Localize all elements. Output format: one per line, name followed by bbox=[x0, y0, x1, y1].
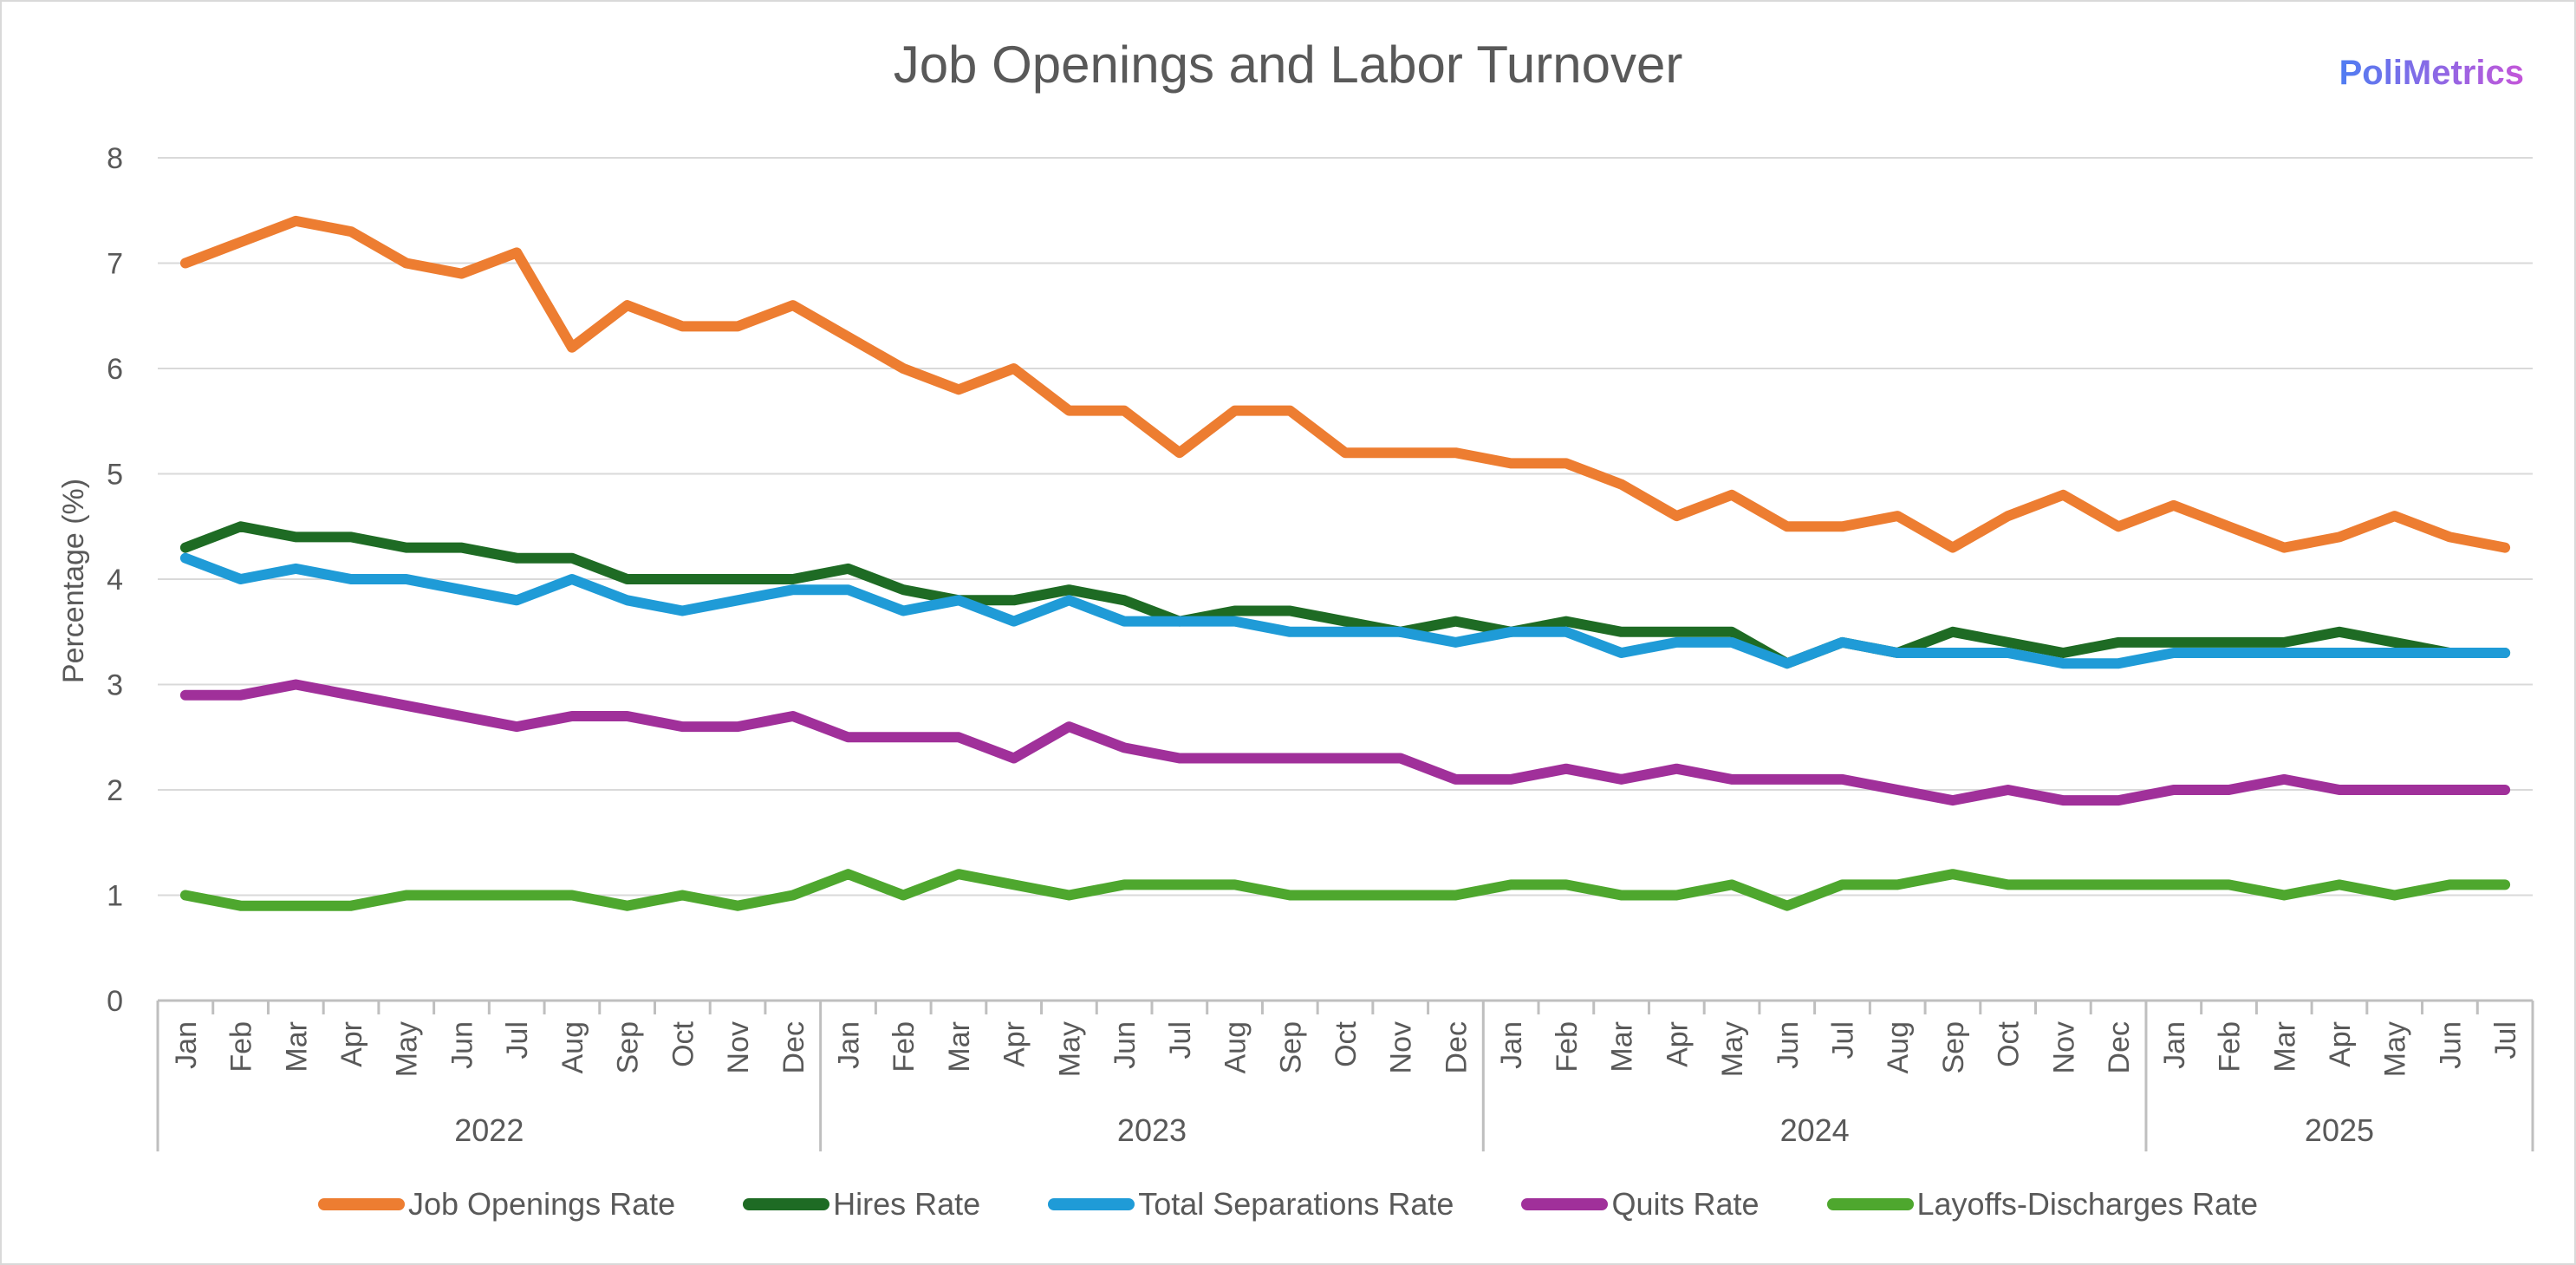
chart-title: Job Openings and Labor Turnover bbox=[893, 36, 1683, 94]
x-tick-label: May bbox=[1716, 1021, 1749, 1077]
x-tick-label: Mar bbox=[2268, 1021, 2301, 1073]
x-tick-label: Dec bbox=[1440, 1021, 1473, 1073]
y-tick-label: 4 bbox=[107, 564, 123, 597]
legend: Job Openings Rate Hires Rate Total Separat… bbox=[0, 1186, 2576, 1223]
x-tick-label: Jun bbox=[1109, 1021, 1142, 1069]
x-tick-label: Apr bbox=[335, 1021, 368, 1067]
x-tick-label: Dec bbox=[2103, 1021, 2136, 1073]
x-tick-label: May bbox=[1053, 1021, 1086, 1077]
x-tick-label: Sep bbox=[612, 1021, 645, 1074]
y-tick-label: 6 bbox=[107, 353, 123, 386]
x-tick-label: Mar bbox=[1606, 1021, 1639, 1073]
series-lines bbox=[179, 215, 2511, 911]
legend-item: Total Separations Rate bbox=[1048, 1186, 1454, 1223]
brand-logo: PoliMetrics bbox=[2339, 54, 2524, 92]
legend-swatch bbox=[743, 1198, 830, 1210]
x-tick-label: Jul bbox=[2489, 1021, 2522, 1059]
x-tick-label: Oct bbox=[667, 1020, 699, 1066]
legend-label: Total Separations Rate bbox=[1138, 1186, 1454, 1222]
y-axis-title: Percentage (%) bbox=[57, 479, 90, 683]
x-tick-label: Aug bbox=[556, 1021, 589, 1074]
x-tick-label: Jan bbox=[2158, 1021, 2191, 1069]
y-tick-label: 0 bbox=[107, 985, 123, 1018]
x-tick-label: May bbox=[2379, 1021, 2412, 1077]
x-tick-label: Mar bbox=[943, 1021, 976, 1073]
x-tick-label: Oct bbox=[1993, 1020, 2026, 1066]
x-tick-label: Aug bbox=[1220, 1021, 1252, 1074]
y-tick-label: 3 bbox=[107, 669, 123, 702]
year-label: 2023 bbox=[1117, 1112, 1187, 1148]
x-tick-label: Feb bbox=[888, 1021, 920, 1073]
x-tick-label: Jun bbox=[1772, 1021, 1805, 1069]
legend-label: Hires Rate bbox=[833, 1186, 981, 1222]
series-line-total-separations-rate bbox=[179, 552, 2511, 669]
legend-label: Quits Rate bbox=[1611, 1186, 1760, 1222]
x-tick-label: Sep bbox=[1937, 1021, 1970, 1074]
year-label: 2024 bbox=[1780, 1112, 1850, 1148]
x-tick-label: Jun bbox=[2434, 1021, 2467, 1069]
x-tick-label: Nov bbox=[1385, 1021, 1418, 1073]
legend-item: Layoffs-Discharges Rate bbox=[1826, 1186, 2259, 1223]
y-tick-label: 2 bbox=[107, 774, 123, 807]
x-tick-label: Jun bbox=[446, 1021, 478, 1069]
series-line-quits-rate bbox=[179, 679, 2511, 806]
legend-label: Job Openings Rate bbox=[407, 1186, 676, 1222]
gridlines bbox=[158, 157, 2533, 897]
year-label: 2022 bbox=[454, 1112, 524, 1148]
legend-item: Hires Rate bbox=[743, 1186, 980, 1223]
x-tick-label: Aug bbox=[1882, 1021, 1915, 1074]
x-tick-label: Nov bbox=[2047, 1021, 2080, 1073]
legend-item: Job Openings Rate bbox=[317, 1186, 676, 1223]
x-tick-label: Apr bbox=[2324, 1021, 2357, 1067]
x-tick-label: Jan bbox=[833, 1021, 866, 1069]
series-line-job-openings-rate bbox=[179, 215, 2511, 553]
x-tick-label: Feb bbox=[225, 1021, 258, 1073]
x-tick-label: Jul bbox=[501, 1021, 534, 1059]
axes: 0 1 2 3 4 5 6 7 8 Jan Feb Mar Apr May Jun Jul Aug Sep Oct N… bbox=[107, 142, 2534, 1151]
legend-item: Quits Rate bbox=[1521, 1186, 1760, 1223]
x-tick-label: Sep bbox=[1274, 1021, 1307, 1074]
legend-swatch bbox=[317, 1198, 405, 1210]
y-tick-label: 1 bbox=[107, 880, 123, 913]
series-line-hires-rate bbox=[179, 521, 2511, 669]
x-tick-label: Nov bbox=[722, 1021, 755, 1073]
legend-swatch bbox=[1826, 1198, 1914, 1210]
y-tick-label: 7 bbox=[107, 248, 123, 281]
x-tick-label: Jan bbox=[1495, 1021, 1528, 1069]
x-tick-label: Apr bbox=[1661, 1021, 1694, 1067]
legend-swatch bbox=[1521, 1198, 1609, 1210]
x-tick-label: Apr bbox=[999, 1021, 1031, 1067]
x-tick-label: Dec bbox=[777, 1021, 810, 1073]
x-tick-label: Mar bbox=[280, 1021, 313, 1073]
legend-label: Layoffs-Discharges Rate bbox=[1916, 1186, 2259, 1222]
x-tick-label: Jul bbox=[1164, 1021, 1197, 1059]
x-tick-label: May bbox=[391, 1021, 424, 1077]
y-tick-label: 5 bbox=[107, 459, 123, 492]
legend-swatch bbox=[1048, 1198, 1135, 1210]
series-line-layoffs-discharges-rate bbox=[179, 869, 2511, 911]
x-tick-label: Feb bbox=[1551, 1021, 1584, 1073]
x-tick-label: Oct bbox=[1330, 1020, 1363, 1066]
x-tick-label: Jan bbox=[170, 1021, 203, 1069]
y-tick-label: 8 bbox=[107, 142, 123, 175]
year-label: 2025 bbox=[2305, 1112, 2374, 1148]
x-tick-label: Jul bbox=[1826, 1021, 1859, 1059]
x-tick-label: Feb bbox=[2214, 1021, 2247, 1073]
